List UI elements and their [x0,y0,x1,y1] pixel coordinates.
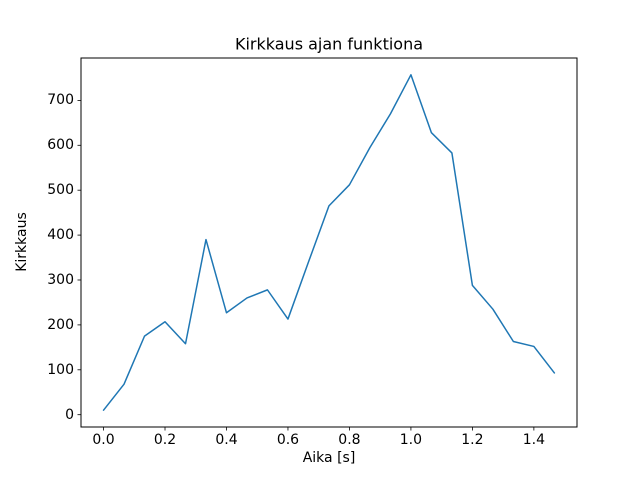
y-tick-label: 200 [47,316,74,333]
x-tick-label: 1.2 [461,432,484,448]
y-tick-label: 0 [65,406,74,423]
y-tick-label: 300 [47,271,74,288]
x-tick-label: 0.0 [92,432,115,448]
x-tick-marks [103,427,535,431]
y-tick-label: 700 [47,92,74,109]
x-tick-label: 0.4 [215,432,238,448]
y-tick-label: 500 [47,182,74,199]
y-axis-label: Kirkkaus [14,212,30,272]
x-tick-label: 1.4 [522,432,545,448]
x-tick-label: 0.8 [338,432,361,448]
x-tick-label: 1.0 [399,432,423,448]
brightness-line [102,74,556,411]
y-tick-label: 100 [47,361,74,378]
x-tick-label: 0.6 [276,432,300,448]
y-tick-label: 400 [47,227,74,244]
y-tick-marks [77,99,81,416]
y-tick-label: 600 [47,137,74,154]
x-tick-label: 0.2 [153,432,177,448]
plot-frame [80,57,578,428]
x-axis-label: Aika [s] [302,450,356,466]
chart-title: Kirkkaus ajan funktiona [234,34,424,54]
